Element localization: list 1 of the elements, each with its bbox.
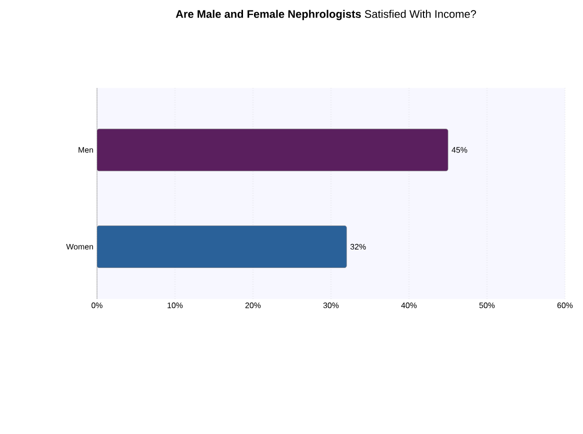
chart-title: Are Male and Female Nephrologists Satisfied With Income? [176, 10, 476, 20]
